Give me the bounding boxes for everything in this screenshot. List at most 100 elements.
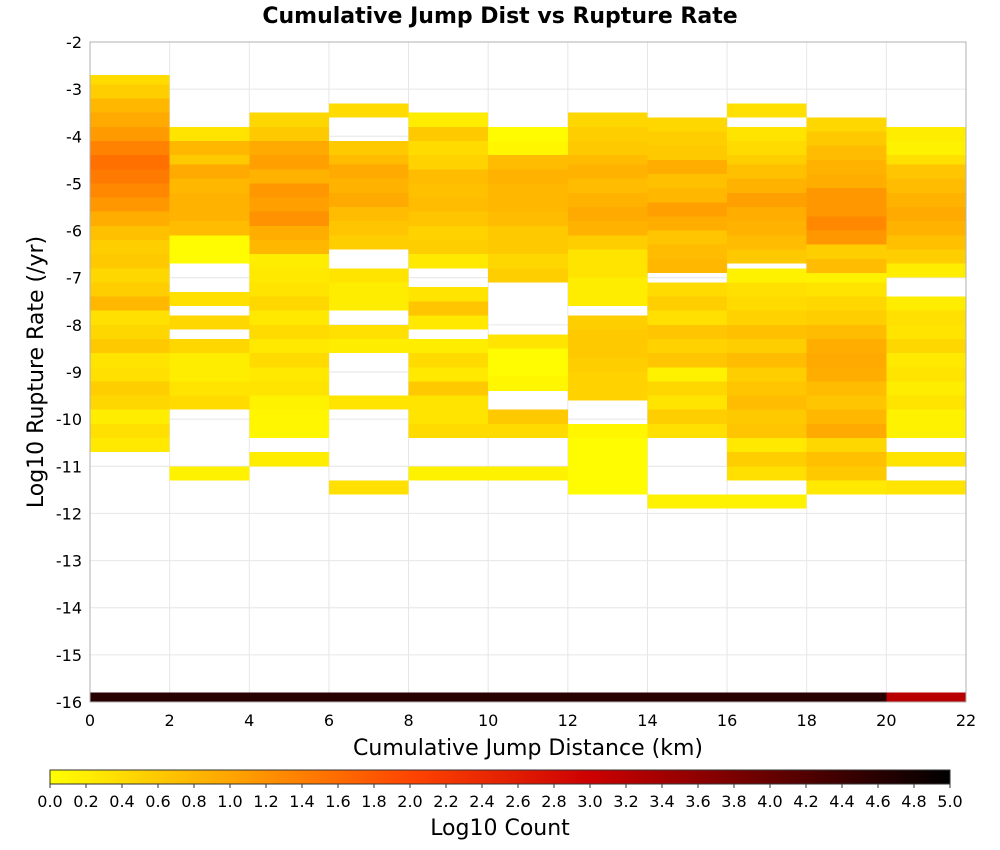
colorbar-tick-label: 3.0	[577, 792, 602, 811]
y-tick-label: -10	[56, 410, 82, 429]
colorbar-tick-label: 5.0	[937, 792, 962, 811]
heatmap-cell	[169, 395, 250, 410]
heatmap-cell	[328, 480, 409, 495]
y-tick-label: -13	[56, 552, 82, 571]
heatmap-cell	[408, 466, 489, 481]
heatmap-cell	[249, 409, 329, 424]
heatmap-cell	[567, 164, 648, 179]
heatmap-cell	[90, 367, 170, 382]
heatmap-cell	[328, 692, 409, 702]
heatmap-cell	[567, 466, 648, 481]
x-axis-ticks: 0 2 4 6 8 10 12 14 16 18 20 22	[85, 711, 976, 730]
heatmap-cell	[567, 277, 648, 292]
heatmap-cell	[727, 339, 807, 354]
heatmap-cell	[647, 282, 728, 297]
heatmap-cell	[328, 268, 409, 283]
heatmap-cell	[806, 339, 887, 354]
heatmap-cell	[90, 112, 170, 127]
heatmap-cell	[169, 367, 250, 382]
heatmap-cell	[249, 324, 329, 339]
heatmap-cell	[647, 692, 728, 702]
heatmap-cell	[727, 164, 807, 179]
heatmap-cell	[408, 339, 489, 354]
heatmap-cell	[567, 329, 648, 344]
heatmap-cell	[169, 221, 250, 236]
heatmap-cell	[90, 126, 170, 141]
heatmap-cell	[90, 268, 170, 283]
heatmap-cell	[647, 409, 728, 424]
heatmap-cell	[328, 164, 409, 179]
heatmap-cell	[328, 282, 409, 297]
heatmap-cell	[328, 324, 409, 339]
heatmap-cell	[647, 381, 728, 396]
heatmap-cell	[647, 216, 728, 231]
heatmap-cell	[886, 353, 966, 368]
heatmap-cell	[408, 211, 489, 226]
x-tick-label: 0	[85, 711, 95, 730]
heatmap-cell	[647, 159, 728, 174]
heatmap-cell	[90, 339, 170, 354]
colorbar-tick-label: 0.6	[145, 792, 170, 811]
heatmap-cell	[567, 438, 648, 453]
heatmap-cell	[169, 141, 250, 156]
heatmap-cell	[169, 291, 250, 306]
heatmap-cell	[328, 178, 409, 193]
heatmap-cell	[90, 324, 170, 339]
heatmap-cell	[727, 438, 807, 453]
heatmap-cell	[488, 334, 568, 349]
heatmap-cell	[886, 423, 966, 438]
heatmap-cell	[567, 178, 648, 193]
x-tick-label: 10	[478, 711, 498, 730]
heatmap-cell	[169, 207, 250, 222]
heatmap-cell	[727, 282, 807, 297]
heatmap-cell	[408, 169, 489, 184]
x-tick-label: 4	[244, 711, 254, 730]
heatmap-cell	[249, 381, 329, 396]
heatmap-cell	[488, 423, 568, 438]
heatmap-cell	[806, 381, 887, 396]
heatmap-cell	[567, 192, 648, 207]
heatmap-cell	[727, 296, 807, 311]
heatmap-cell	[647, 296, 728, 311]
y-tick-label: -15	[56, 646, 82, 665]
heatmap-cell	[647, 353, 728, 368]
heatmap-cell	[886, 207, 966, 222]
heatmap-cell	[328, 207, 409, 222]
heatmap-cell	[169, 155, 250, 165]
heatmap-cell	[886, 339, 966, 354]
heatmap-cell	[647, 244, 728, 259]
colorbar-ticks: 0.0 0.2 0.4 0.6 0.8 1.0 1.2 1.4 1.6 1.8 2.0 2.2 2.4 2…	[37, 784, 963, 811]
heatmap-cell	[488, 211, 568, 226]
colorbar-tick-label: 3.4	[649, 792, 674, 811]
heatmap-cell	[806, 692, 887, 702]
heatmap-cell	[169, 178, 250, 193]
heatmap-cell	[727, 155, 807, 165]
heatmap-cell	[90, 254, 170, 269]
colorbar-gradient	[49, 769, 951, 785]
heatmap-cell	[328, 221, 409, 236]
heatmap-cell	[567, 207, 648, 222]
heatmap-cell	[886, 235, 966, 250]
x-tick-label: 2	[165, 711, 175, 730]
heatmap-cell	[567, 480, 648, 495]
heatmap-cell	[408, 254, 489, 269]
colorbar-tick-label: 4.0	[757, 792, 782, 811]
heatmap-cell	[169, 235, 250, 250]
plot-frame	[89, 41, 967, 703]
heatmap-cell	[647, 230, 728, 245]
x-axis-label: Cumulative Jump Distance (km)	[353, 736, 703, 761]
heatmap-cell	[249, 155, 329, 170]
heatmap-cell	[488, 169, 568, 184]
heatmap-cell	[727, 103, 807, 118]
heatmap-cell	[90, 381, 170, 396]
heatmap-cell	[806, 438, 887, 453]
heatmap-cell	[567, 141, 648, 156]
heatmap-cell	[886, 221, 966, 236]
heatmap-cell	[886, 141, 966, 156]
heatmap-cell	[886, 310, 966, 325]
heatmap-cell	[647, 202, 728, 217]
colorbar-tick-label: 1.2	[253, 792, 278, 811]
heatmap-cell	[806, 367, 887, 382]
heatmap-cell	[567, 692, 648, 702]
heatmap-cell	[169, 692, 250, 702]
